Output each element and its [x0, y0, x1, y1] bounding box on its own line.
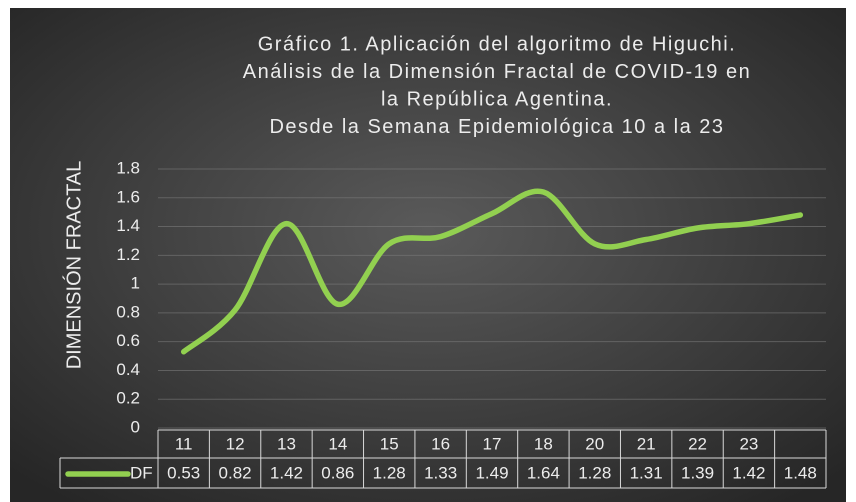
x-tick-label: 16 — [431, 434, 450, 453]
y-tick-label: 0 — [131, 417, 140, 436]
x-tick-label: 18 — [534, 434, 553, 453]
legend-label: DF — [130, 463, 153, 482]
y-tick-label: 1.4 — [116, 216, 140, 235]
x-tick-label: 13 — [277, 434, 296, 453]
table-value: 0.86 — [321, 463, 354, 482]
table-value: 1.64 — [527, 463, 560, 482]
y-tick-label: 0.4 — [116, 360, 140, 379]
x-tick-label: 17 — [483, 434, 502, 453]
chart-title: Análisis de la Dimensión Fractal de COVI… — [243, 61, 751, 83]
table-value: 1.48 — [784, 463, 817, 482]
x-tick-label: 12 — [226, 434, 245, 453]
x-tick-label: 11 — [175, 434, 193, 453]
y-tick-label: 0.2 — [116, 389, 140, 408]
chart-title: Gráfico 1. Aplicación del algoritmo de H… — [258, 33, 737, 55]
table-value: 1.31 — [630, 463, 663, 482]
chart-title: Desde la Semana Epidemiológica 10 a la 2… — [269, 116, 724, 138]
y-tick-label: 1 — [131, 274, 140, 293]
x-tick-label: 21 — [637, 434, 656, 453]
y-tick-label: 1.8 — [116, 158, 140, 177]
table-value: 1.33 — [424, 463, 457, 482]
y-axis-label: DIMENSIÓN FRACTAL — [62, 161, 85, 370]
table-value: 1.49 — [475, 463, 508, 482]
x-tick-label: 20 — [585, 434, 604, 453]
x-tick-label: 23 — [739, 434, 758, 453]
y-tick-label: 0.6 — [116, 331, 140, 350]
table-value: 1.42 — [732, 463, 765, 482]
y-tick-label: 1.6 — [116, 187, 140, 206]
table-value: 1.42 — [270, 463, 303, 482]
table-value: 1.28 — [373, 463, 406, 482]
chart-title: la República Agentina. — [381, 88, 613, 110]
table-value: 1.28 — [578, 463, 611, 482]
x-tick-label: 14 — [328, 434, 347, 453]
table-value: 0.82 — [219, 463, 252, 482]
table-value: 1.39 — [681, 463, 714, 482]
x-tick-label: 15 — [380, 434, 399, 453]
y-tick-label: 0.8 — [116, 302, 140, 321]
data-line — [180, 188, 804, 355]
table-value: 0.53 — [167, 463, 200, 482]
y-tick-label: 1.2 — [116, 245, 140, 264]
x-tick-label: 22 — [688, 434, 707, 453]
